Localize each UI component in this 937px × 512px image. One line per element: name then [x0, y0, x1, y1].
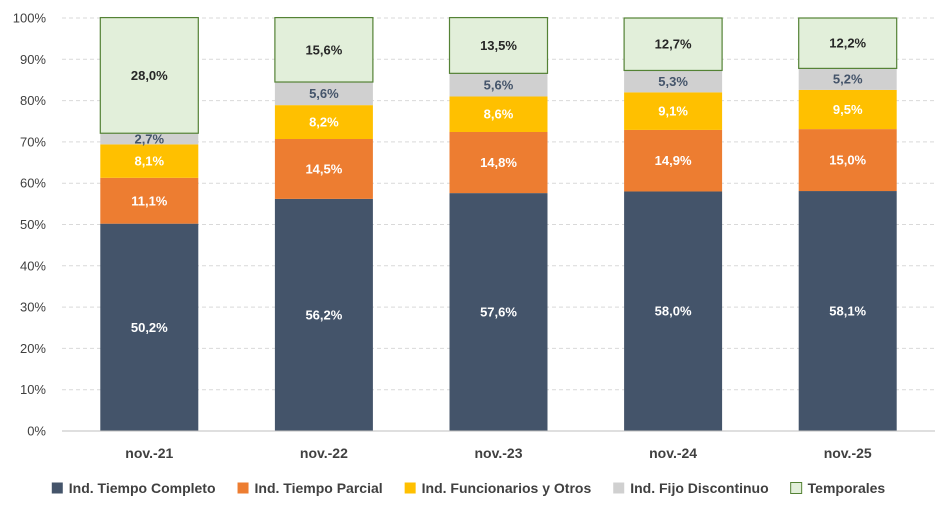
bar-segment — [449, 193, 548, 431]
data-label: 28,0% — [131, 68, 168, 83]
data-label: 14,9% — [655, 153, 692, 168]
data-label: 8,6% — [484, 107, 514, 122]
data-label: 5,2% — [833, 72, 863, 87]
legend-swatch — [237, 482, 249, 494]
data-label: 58,1% — [829, 304, 866, 319]
bar-segment — [100, 177, 199, 224]
x-tick-label: nov.-22 — [300, 445, 348, 461]
bar-segment — [274, 139, 373, 199]
bar-segment — [100, 223, 199, 431]
data-label: 14,8% — [480, 155, 517, 170]
data-label: 56,2% — [305, 307, 342, 322]
bar-segment — [100, 144, 199, 178]
y-tick-label: 40% — [20, 258, 46, 273]
data-label: 12,2% — [829, 36, 866, 51]
y-tick-label: 80% — [20, 93, 46, 108]
legend-label: Ind. Tiempo Parcial — [255, 480, 383, 496]
x-tick-label: nov.-23 — [475, 445, 523, 461]
legend-swatch — [613, 482, 625, 494]
bar-segment — [274, 105, 373, 140]
bar-segment — [798, 191, 897, 431]
data-label: 8,2% — [309, 115, 339, 130]
data-label: 5,6% — [309, 86, 339, 101]
legend-swatch — [790, 482, 803, 494]
bar-segment — [624, 191, 723, 431]
bar-segment — [99, 16, 199, 134]
data-label: 50,2% — [131, 320, 168, 335]
data-label: 2,7% — [134, 131, 164, 146]
bar-segment — [274, 82, 373, 106]
legend-label: Ind. Tiempo Completo — [69, 480, 216, 496]
bar-segment — [624, 129, 723, 192]
y-tick-label: 20% — [20, 341, 46, 356]
x-tick-label: nov.-24 — [649, 445, 697, 461]
data-label: 11,1% — [131, 193, 168, 208]
bar-segment — [624, 70, 723, 93]
y-tick-label: 100% — [13, 11, 47, 26]
bar-segment — [798, 17, 898, 69]
bar-segment — [449, 131, 548, 194]
bar-segment — [100, 133, 199, 145]
data-label: 5,6% — [484, 77, 514, 92]
bar-segment — [798, 68, 897, 90]
data-label: 15,0% — [829, 153, 866, 168]
data-label: 58,0% — [655, 304, 692, 319]
data-label: 15,6% — [305, 42, 342, 57]
y-tick-label: 70% — [20, 134, 46, 149]
legend: Ind. Tiempo Completo Ind. Tiempo Parcial I… — [51, 480, 886, 496]
y-tick-label: 0% — [27, 424, 46, 439]
bar-segment — [798, 89, 897, 130]
y-tick-label: 30% — [20, 300, 46, 315]
bar-segment — [623, 17, 723, 72]
bar-segment — [798, 129, 897, 192]
data-label: 9,1% — [658, 104, 688, 119]
data-label: 5,3% — [658, 74, 688, 89]
y-tick-label: 50% — [20, 217, 46, 232]
data-label: 14,5% — [305, 161, 342, 176]
legend-swatch — [51, 482, 63, 494]
legend-label: Temporales — [808, 480, 886, 496]
data-label: 8,1% — [134, 154, 164, 169]
y-tick-label: 90% — [20, 52, 46, 67]
legend-label: Ind. Funcionarios y Otros — [422, 480, 592, 496]
bar-segment — [274, 16, 374, 83]
bar-segment — [274, 198, 373, 431]
data-label: 57,6% — [480, 305, 517, 320]
bar-segment — [449, 73, 548, 97]
legend-swatch — [404, 482, 416, 494]
x-axis: nov.-21 nov.-22 nov.-23 nov.-24 nov.-25 — [62, 430, 935, 461]
y-tick-label: 60% — [20, 176, 46, 191]
data-label: 9,5% — [833, 102, 863, 117]
y-axis: 0% 10% 20% 30% 40% 50% 60% 70% 80% 90% 100% — [13, 11, 47, 439]
y-tick-label: 10% — [20, 382, 46, 397]
bars — [99, 16, 898, 431]
bar-segment — [449, 96, 548, 132]
x-tick-label: nov.-21 — [125, 445, 173, 461]
bar-segment — [624, 92, 723, 130]
legend-label: Ind. Fijo Discontinuo — [630, 480, 768, 496]
data-label: 13,5% — [480, 38, 517, 53]
bar-segment — [448, 16, 549, 74]
x-tick-label: nov.-25 — [824, 445, 872, 461]
data-label: 12,7% — [655, 37, 692, 52]
data-labels: 50,2% 11,1% 8,1% 2,7% 28,0% 56,2% 14,5% 8,2% 5,6… — [131, 36, 867, 335]
